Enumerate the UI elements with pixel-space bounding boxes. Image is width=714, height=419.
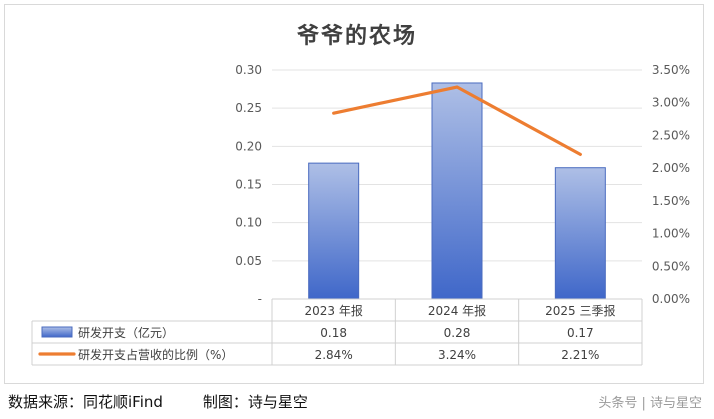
left-tick-label: 0.30 (235, 63, 262, 77)
right-axis: 0.00% 0.50% 1.00% 1.50% 2.00% 2.50% 3.00% 3.50% (652, 63, 690, 306)
right-tick-label: 2.50% (652, 128, 690, 142)
left-axis: - 0.05 0.10 0.15 0.20 0.25 0.30 (235, 63, 262, 306)
bar (308, 162, 360, 300)
bar-value-label: 0.28 (444, 326, 471, 340)
author-note: 制图：诗与星空 (202, 393, 308, 411)
bar-series (308, 82, 606, 300)
source-note: 数据来源：同花顺iFind (8, 393, 163, 411)
left-tick-label: 0.05 (235, 254, 262, 268)
right-tick-label: 3.50% (652, 63, 690, 77)
bar-value-label: 0.18 (320, 326, 347, 340)
line-series (332, 85, 582, 157)
left-tick-label: - (258, 292, 262, 306)
bar (554, 167, 606, 300)
line-value-label: 2.84% (315, 348, 353, 362)
footer: 数据来源：同花顺iFind 制图：诗与星空 (8, 391, 348, 412)
left-tick-label: 0.10 (235, 216, 262, 230)
right-tick-label: 2.00% (652, 161, 690, 175)
legend-bar-label: 研发开支（亿元） (78, 325, 174, 340)
left-tick-label: 0.25 (235, 101, 262, 115)
line-value-label: 2.21% (561, 348, 599, 362)
right-tick-label: 0.50% (652, 259, 690, 273)
category-label: 2024 年报 (428, 303, 486, 318)
left-tick-label: 0.15 (235, 178, 262, 192)
right-tick-label: 1.50% (652, 194, 690, 208)
legend-bar-swatch (41, 326, 73, 338)
line-value-label: 3.24% (438, 348, 476, 362)
left-tick-label: 0.20 (235, 139, 262, 153)
right-tick-label: 3.00% (652, 96, 690, 110)
bar (431, 82, 483, 300)
right-tick-label: 1.00% (652, 227, 690, 241)
category-label: 2025 三季报 (545, 303, 615, 318)
category-label: 2023 年报 (304, 303, 362, 318)
watermark: 头条号 | 诗与星空 (598, 396, 702, 411)
bar-value-label: 0.17 (567, 326, 594, 340)
series-line (332, 85, 582, 157)
chart-title: 爷爷的农场 (296, 23, 417, 49)
right-tick-label: 0.00% (652, 292, 690, 306)
legend-line-label: 研发开支占营收的比例（%） (78, 347, 233, 362)
